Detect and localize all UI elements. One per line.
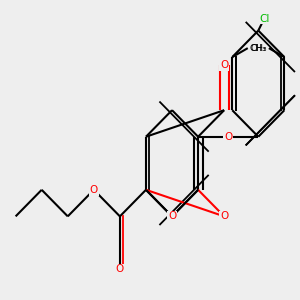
Text: O: O [220, 212, 228, 221]
Text: O: O [90, 185, 98, 195]
Text: O: O [224, 132, 232, 142]
Text: O: O [168, 212, 176, 221]
Text: Cl: Cl [259, 14, 269, 24]
Text: O: O [116, 264, 124, 274]
Text: CH₃: CH₃ [251, 44, 267, 52]
Text: CH₃: CH₃ [249, 44, 266, 52]
Text: O: O [220, 60, 228, 70]
